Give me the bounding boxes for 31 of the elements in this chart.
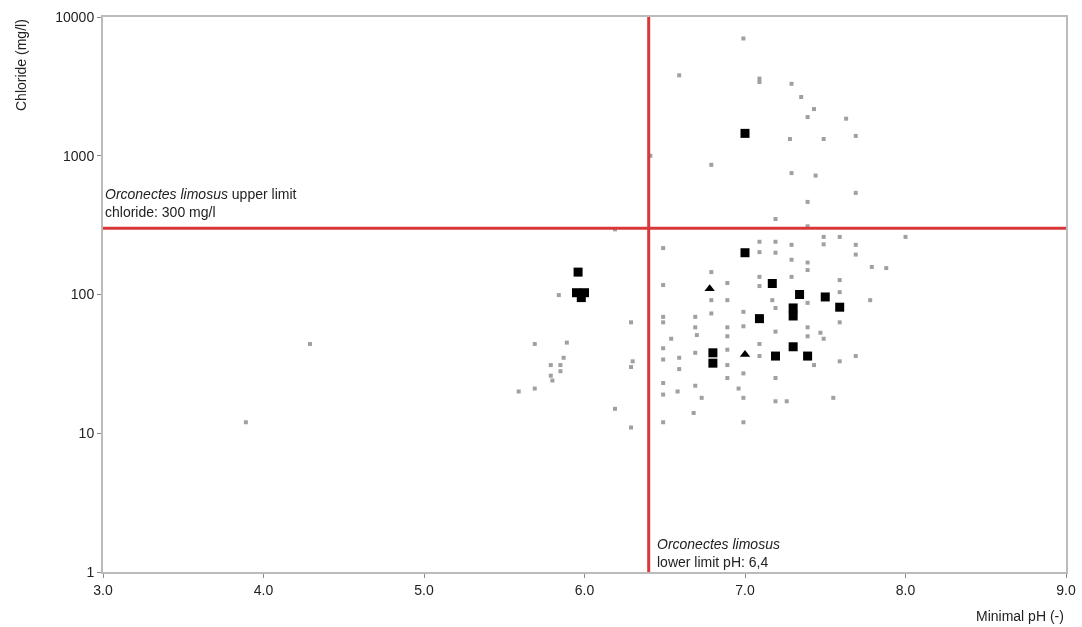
point [795,290,805,299]
ref-line-label: Orconectes limosus lower limit pH: 6,4 [657,536,780,571]
y-axis-title: Chloride (mg/l) [13,19,29,111]
point [820,292,830,302]
point [771,351,780,361]
point [740,248,750,258]
point [740,128,750,138]
y-tick-label: 1 [86,563,95,580]
x-axis-title: Minimal pH (-) [976,608,1064,624]
y-tick-label: 100 [70,286,95,303]
point [704,284,715,292]
point [708,358,718,368]
x-tick-label: 9.0 [1056,581,1076,598]
point [788,342,798,352]
point [573,267,583,277]
y-tick-label: 10000 [55,8,95,25]
point [754,314,764,324]
point [708,348,718,358]
ref-line-label: Orconectes limosus upper limit chloride: 300 mg/l [105,186,297,221]
point [835,302,845,312]
point [803,351,813,361]
y-tick-label: 10 [78,425,95,442]
y-tick-label: 1000 [63,147,95,164]
x-tick-label: 4.0 [253,581,274,598]
point [788,311,798,321]
x-tick-label: 5.0 [414,581,434,598]
point [767,279,777,289]
x-tick-label: 8.0 [895,581,916,598]
x-tick-label: 6.0 [574,581,595,598]
x-tick-label: 3.0 [93,581,113,598]
x-tick-label: 7.0 [735,581,755,598]
